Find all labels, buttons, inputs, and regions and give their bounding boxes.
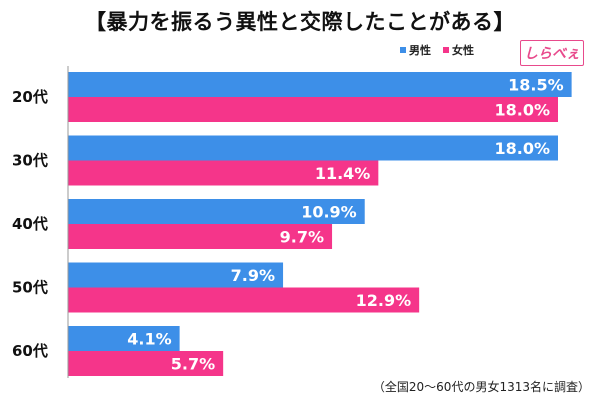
- data-label-male: 7.9%: [231, 266, 275, 285]
- data-label-male: 18.0%: [494, 139, 550, 158]
- category-label: 40代: [12, 215, 48, 233]
- category-label: 30代: [12, 152, 48, 170]
- data-label-female: 12.9%: [356, 291, 412, 310]
- bar-male: [68, 262, 284, 288]
- data-label-female: 9.7%: [280, 228, 324, 247]
- brand-logo: しらべぇ: [520, 40, 584, 66]
- legend-swatch-male: [400, 47, 406, 53]
- category-label: 50代: [12, 279, 48, 297]
- data-label-female: 5.7%: [171, 355, 215, 374]
- bar-female: [68, 351, 224, 376]
- bar-female: [68, 160, 379, 186]
- category-label: 60代: [12, 342, 48, 360]
- bar-male: [68, 135, 558, 161]
- data-label-male: 18.5%: [508, 76, 564, 95]
- legend: 男性 女性: [400, 42, 486, 58]
- legend-item-male: 男性: [400, 42, 431, 58]
- legend-swatch-female: [443, 47, 449, 53]
- bar-male: [68, 199, 365, 224]
- chart-title: 【暴力を振るう異性と交際したことがある】: [85, 10, 515, 34]
- bar-female: [68, 224, 333, 249]
- legend-label-male: 男性: [409, 44, 431, 57]
- bar-male: [68, 72, 572, 97]
- legend-item-female: 女性: [443, 42, 474, 58]
- data-label-female: 11.4%: [315, 164, 371, 183]
- data-label-male: 10.9%: [301, 203, 357, 222]
- legend-label-female: 女性: [452, 44, 474, 57]
- footnote: （全国20～60代の男女1313名に調査）: [372, 380, 590, 394]
- bar-female: [68, 287, 420, 313]
- data-label-male: 4.1%: [127, 330, 171, 349]
- bar-female: [68, 97, 558, 122]
- logo-text: しらべぇ: [524, 46, 580, 62]
- category-label: 20代: [12, 88, 48, 106]
- data-label-female: 18.0%: [494, 101, 550, 120]
- bar-male: [68, 326, 180, 351]
